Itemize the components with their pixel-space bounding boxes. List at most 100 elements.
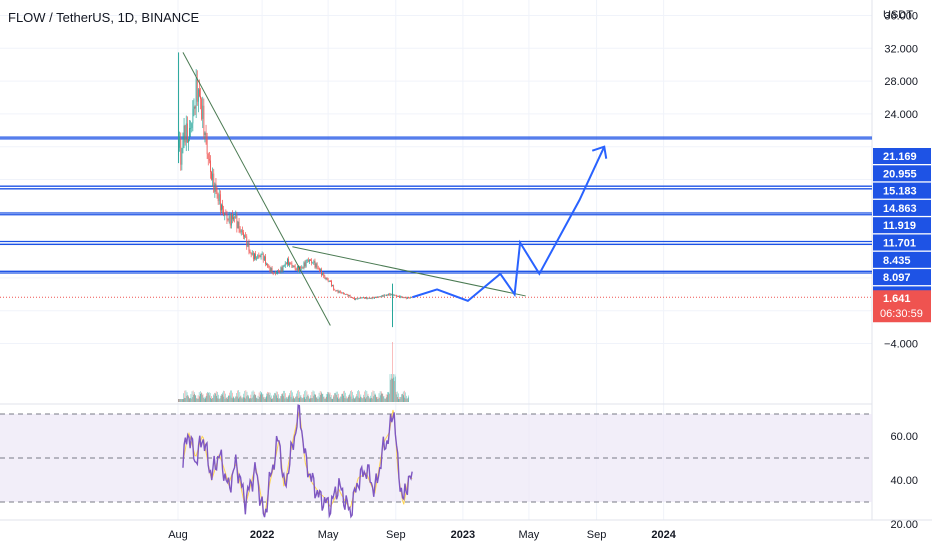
volume-bar	[405, 392, 406, 402]
volume-bar	[306, 397, 307, 402]
candle-body	[244, 236, 245, 237]
candle-body	[352, 297, 353, 298]
candle-body	[276, 273, 277, 274]
volume-bar	[197, 399, 198, 402]
candle-body	[187, 124, 188, 143]
volume-bar	[289, 395, 290, 402]
volume-bar	[231, 398, 232, 402]
volume-bar	[375, 395, 376, 402]
candle-body	[196, 79, 197, 108]
volume-bar	[274, 396, 275, 402]
volume-bar	[229, 393, 230, 402]
volume-bar	[379, 393, 380, 402]
candle-body	[239, 222, 240, 229]
volume-bar	[233, 397, 234, 402]
candle-body	[224, 214, 225, 216]
volume-bar	[202, 393, 203, 402]
volume-bar	[342, 394, 343, 402]
volume-bar	[335, 393, 336, 402]
candle-body	[282, 267, 283, 271]
volume-bar	[407, 399, 408, 402]
volume-bar	[281, 394, 282, 402]
volume-bar	[272, 399, 273, 402]
volume-bar	[295, 399, 296, 402]
candle-body	[377, 297, 378, 298]
candle-body	[271, 268, 272, 271]
volume-bar	[213, 394, 214, 402]
volume-bar	[287, 399, 288, 402]
candle-body	[398, 296, 399, 297]
candle-body	[228, 220, 229, 221]
volume-bar	[310, 398, 311, 402]
volume-bar	[329, 392, 330, 402]
candle-body	[272, 268, 273, 273]
volume-bar	[261, 394, 262, 402]
volume-bar	[349, 394, 350, 402]
candle-body	[383, 295, 384, 297]
candle-body	[266, 264, 267, 265]
volume-bar	[227, 399, 228, 402]
candle-body	[397, 296, 398, 297]
volume-bar	[250, 399, 251, 402]
volume-bar	[290, 391, 291, 402]
candle-body	[217, 192, 218, 194]
time-tick-label: 2023	[451, 529, 475, 541]
volume-bar	[402, 394, 403, 402]
volume-bar	[375, 394, 376, 402]
volume-bar	[278, 398, 279, 402]
candle-body	[328, 279, 329, 281]
time-tick-label: May	[519, 529, 540, 541]
volume-bar	[269, 395, 270, 402]
volume-bar	[301, 395, 302, 402]
candle-body	[291, 263, 292, 266]
volume-bar	[228, 397, 229, 402]
volume-bar	[357, 391, 358, 402]
volume-bar	[239, 390, 240, 402]
volume-bar	[346, 398, 347, 402]
volume-bar	[268, 394, 269, 402]
level-badge-label: 14.863	[883, 203, 917, 215]
candle-body	[191, 123, 192, 128]
volume-bar	[206, 398, 207, 402]
volume-bar	[246, 396, 247, 402]
candle-body	[301, 267, 302, 268]
volume-bar	[397, 392, 398, 402]
volume-bar	[374, 391, 375, 402]
volume-bar	[312, 392, 313, 402]
volume-bar	[289, 393, 290, 402]
volume-bar	[408, 395, 409, 402]
candle-body	[346, 294, 347, 295]
volume-bar	[389, 393, 390, 402]
candle-body	[245, 236, 246, 237]
volume-bar	[279, 398, 280, 402]
volume-bar	[238, 399, 239, 402]
volume-bar	[179, 399, 180, 402]
candle-body	[409, 298, 410, 299]
volume-bar	[371, 396, 372, 402]
volume-bar	[306, 390, 307, 402]
candle-body	[253, 253, 254, 259]
volume-bar	[358, 390, 359, 402]
volume-bar	[299, 398, 300, 402]
candle-body	[360, 298, 361, 299]
volume-bar	[404, 391, 405, 402]
candle-body	[388, 294, 389, 295]
volume-bar	[213, 398, 214, 402]
volume-bar	[337, 392, 338, 402]
volume-bar	[322, 393, 323, 402]
volume-bar	[333, 399, 334, 402]
candle-body	[218, 194, 219, 201]
volume-bar	[394, 378, 395, 402]
volume-bar	[181, 399, 182, 402]
candle-body	[189, 128, 190, 139]
candle-body	[219, 194, 220, 201]
candle-body	[296, 269, 297, 270]
volume-bar	[187, 392, 188, 402]
candle-body	[229, 216, 230, 220]
volume-bar	[334, 397, 335, 402]
candle-body	[273, 273, 274, 274]
volume-bar	[345, 398, 346, 402]
volume-bar	[218, 398, 219, 402]
candle-body	[246, 236, 247, 246]
